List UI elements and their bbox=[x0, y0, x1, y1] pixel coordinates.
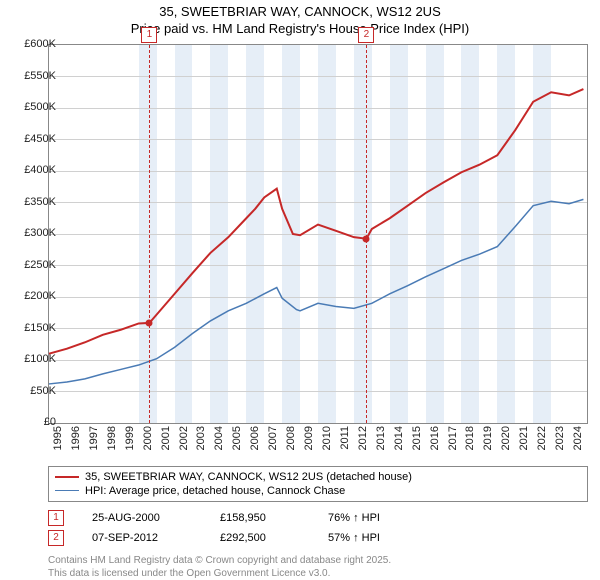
event-pct: 57% ↑ HPI bbox=[328, 532, 418, 544]
footer-line-2: This data is licensed under the Open Gov… bbox=[48, 568, 330, 579]
chart-title: 35, SWEETBRIAR WAY, CANNOCK, WS12 2US Pr… bbox=[0, 0, 600, 38]
legend-label: 35, SWEETBRIAR WAY, CANNOCK, WS12 2US (d… bbox=[85, 471, 412, 483]
event-row: 2 07-SEP-2012 £292,500 57% ↑ HPI bbox=[48, 528, 600, 548]
chart-plot-area: 12 bbox=[48, 44, 588, 424]
event-price: £292,500 bbox=[220, 532, 300, 544]
legend-item: 35, SWEETBRIAR WAY, CANNOCK, WS12 2US (d… bbox=[55, 470, 581, 484]
legend: 35, SWEETBRIAR WAY, CANNOCK, WS12 2US (d… bbox=[48, 466, 588, 502]
chart-container: 35, SWEETBRIAR WAY, CANNOCK, WS12 2US Pr… bbox=[0, 0, 600, 560]
event-number-badge: 2 bbox=[48, 530, 64, 546]
event-pct: 76% ↑ HPI bbox=[328, 512, 418, 524]
event-number-badge: 1 bbox=[48, 510, 64, 526]
legend-label: HPI: Average price, detached house, Cann… bbox=[85, 485, 345, 497]
event-price: £158,950 bbox=[220, 512, 300, 524]
footer-line-1: Contains HM Land Registry data © Crown c… bbox=[48, 555, 391, 566]
event-date: 07-SEP-2012 bbox=[92, 532, 192, 544]
title-line-1: 35, SWEETBRIAR WAY, CANNOCK, WS12 2US bbox=[159, 4, 441, 19]
footer-attribution: Contains HM Land Registry data © Crown c… bbox=[48, 554, 600, 580]
legend-swatch bbox=[55, 490, 79, 491]
event-date: 25-AUG-2000 bbox=[92, 512, 192, 524]
legend-swatch bbox=[55, 476, 79, 478]
title-line-2: Price paid vs. HM Land Registry's House … bbox=[131, 21, 469, 36]
chart-lines-svg bbox=[49, 45, 587, 423]
event-row: 1 25-AUG-2000 £158,950 76% ↑ HPI bbox=[48, 508, 600, 528]
legend-item: HPI: Average price, detached house, Cann… bbox=[55, 484, 581, 498]
events-table: 1 25-AUG-2000 £158,950 76% ↑ HPI 2 07-SE… bbox=[48, 508, 600, 548]
